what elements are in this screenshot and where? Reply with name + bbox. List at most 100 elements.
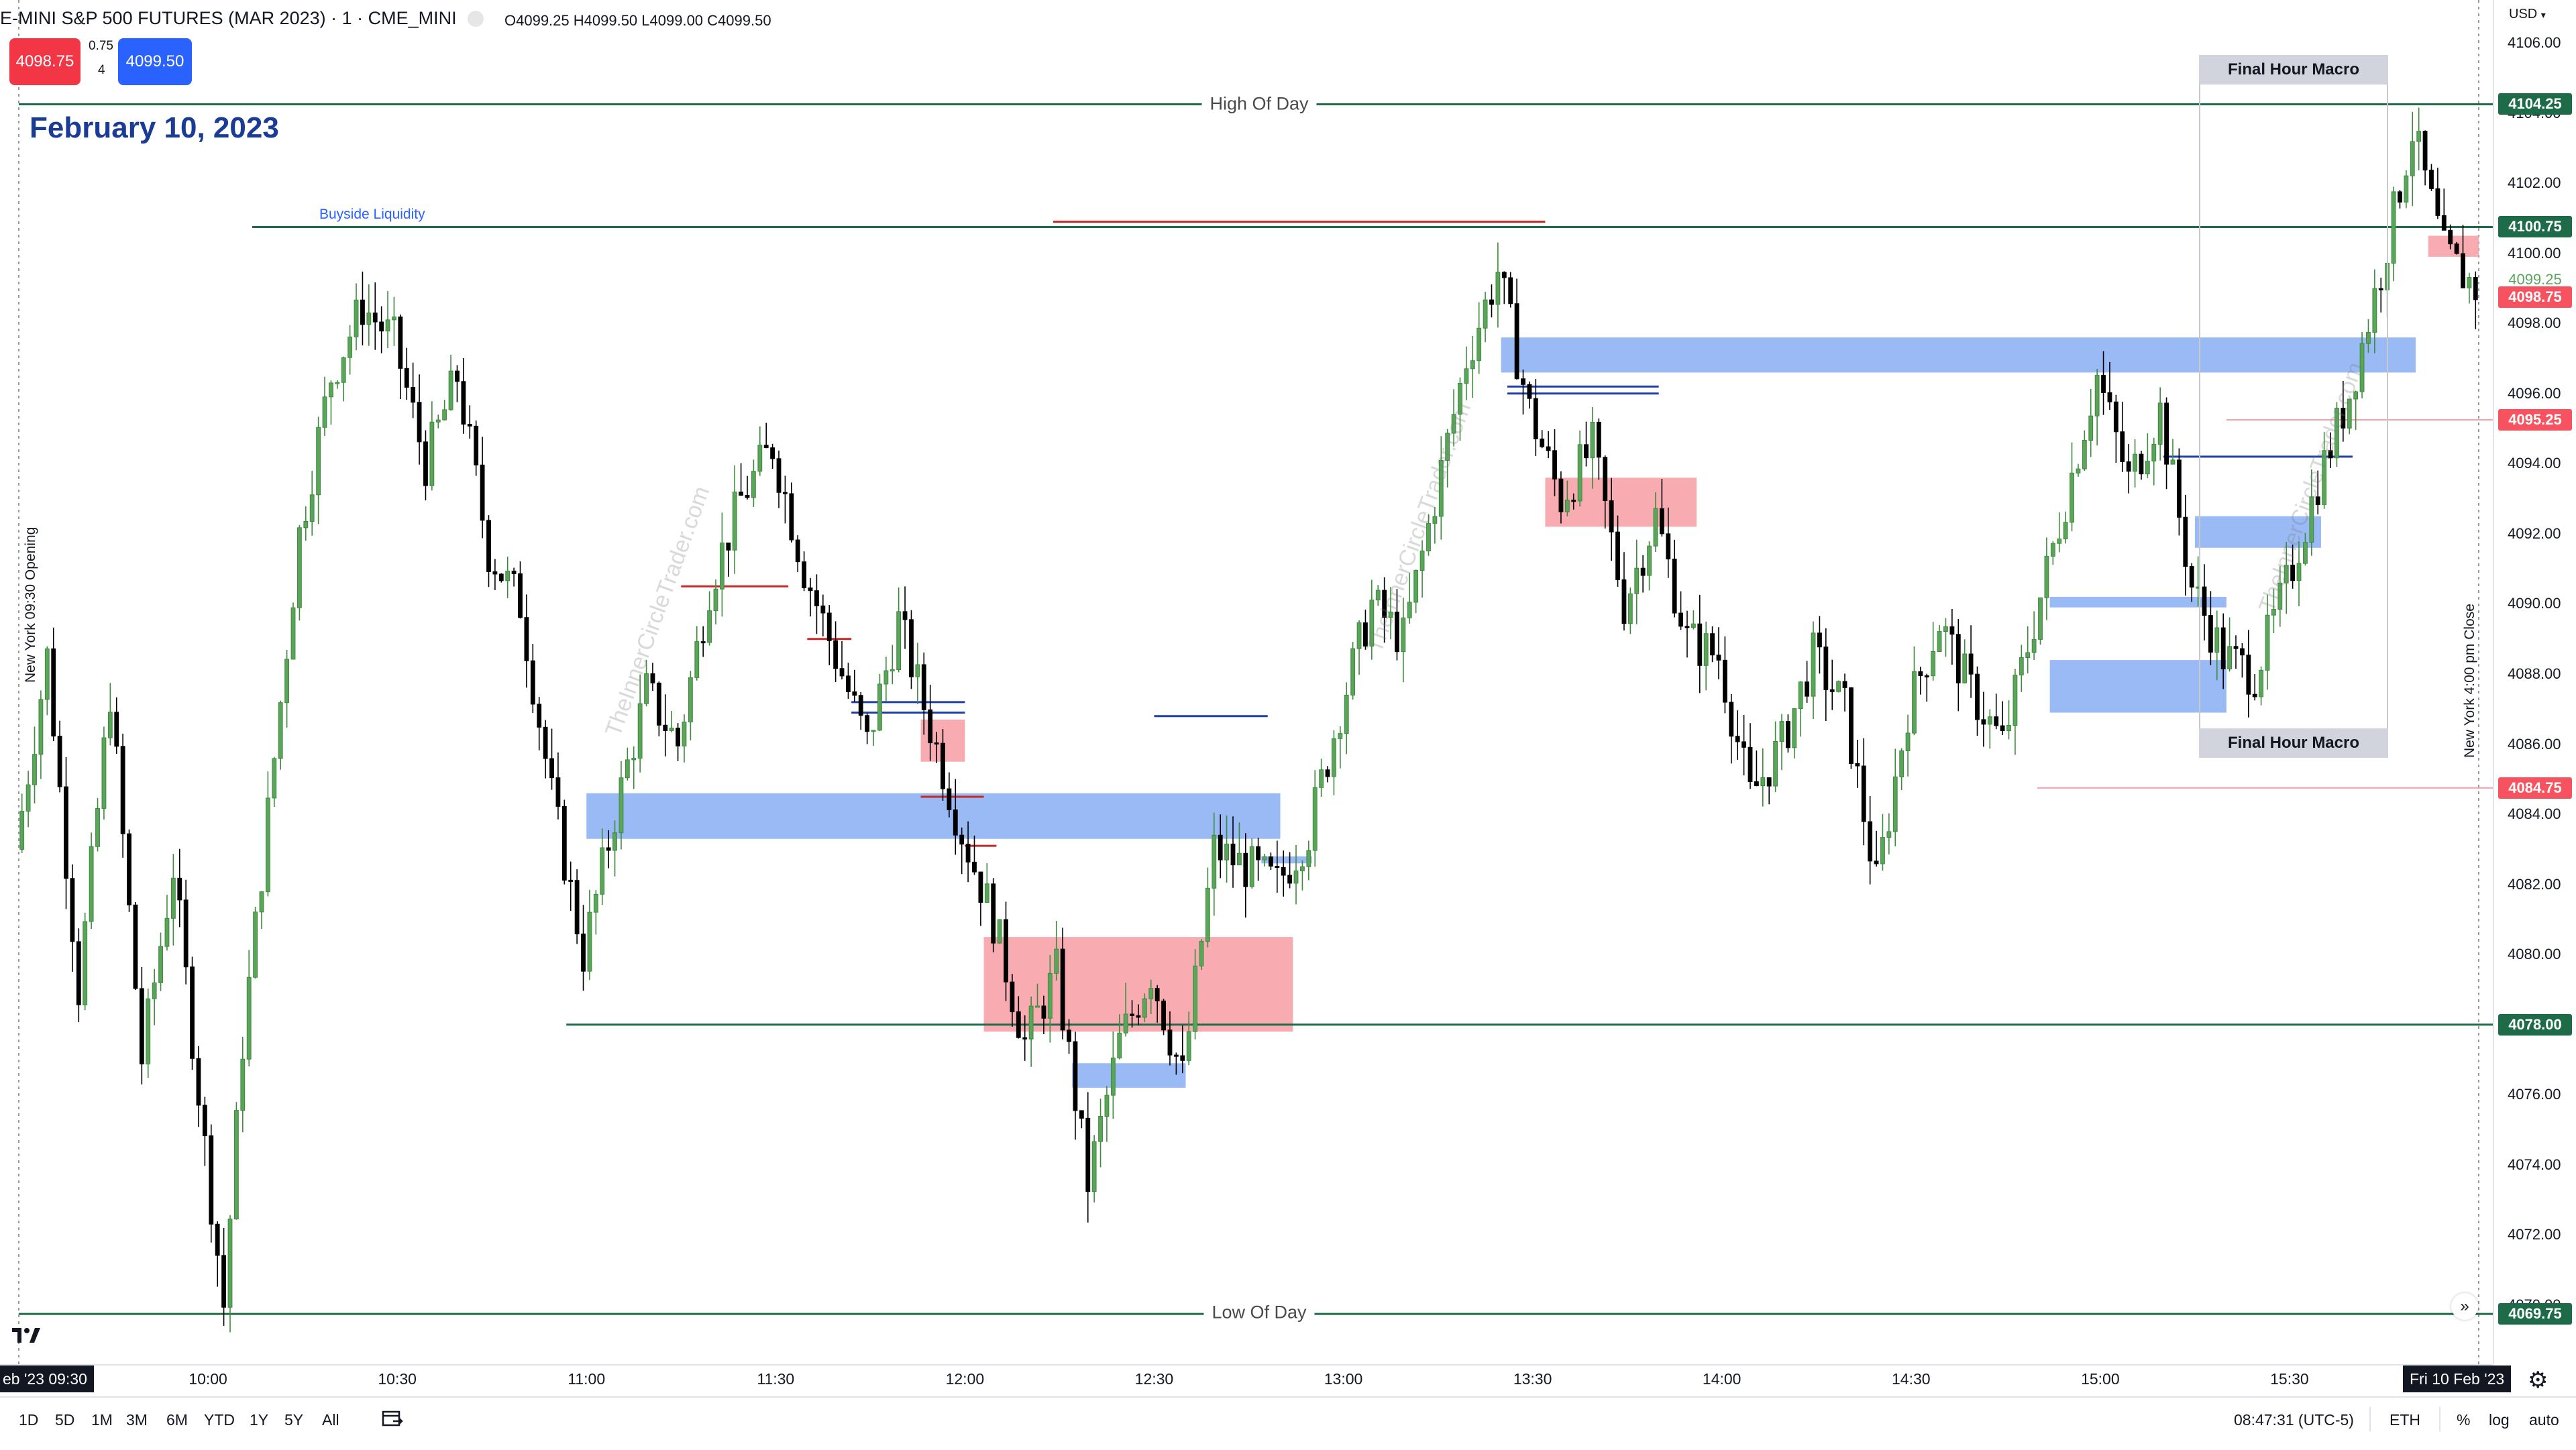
candle-body bbox=[1369, 600, 1375, 647]
candle-body bbox=[1634, 567, 1640, 594]
candle-body bbox=[1640, 567, 1646, 576]
candle-body bbox=[2012, 675, 2018, 726]
candle-body bbox=[1760, 777, 1766, 787]
candle-body bbox=[1243, 852, 1248, 887]
candle-body bbox=[2113, 401, 2118, 433]
candle-body bbox=[2246, 655, 2251, 695]
candle-body bbox=[2429, 170, 2434, 189]
range-button-5y[interactable]: 5Y bbox=[284, 1411, 304, 1429]
currency-selector[interactable]: USD ▾ bbox=[2509, 7, 2546, 22]
time-axis[interactable] bbox=[0, 1364, 2493, 1396]
range-button-1y[interactable]: 1Y bbox=[250, 1411, 269, 1429]
range-button-1d[interactable]: 1D bbox=[19, 1411, 39, 1429]
candle-body bbox=[1729, 702, 1734, 737]
auto-scale-toggle[interactable]: auto bbox=[2529, 1411, 2559, 1429]
candle-body bbox=[1091, 1141, 1097, 1192]
candle-body bbox=[972, 861, 977, 873]
range-button-1m[interactable]: 1M bbox=[91, 1411, 113, 1429]
sell-button[interactable]: 4098.75 bbox=[9, 38, 80, 85]
candle-body bbox=[776, 458, 782, 493]
candle-body bbox=[688, 677, 693, 722]
candle-body bbox=[2145, 461, 2150, 475]
candle-body bbox=[1085, 1117, 1091, 1192]
range-button-ytd[interactable]: YTD bbox=[204, 1411, 235, 1429]
high-of-day-label: High Of Day bbox=[1201, 93, 1317, 115]
fair-value-gap-bullish bbox=[2049, 596, 2226, 608]
candle-body bbox=[505, 570, 511, 581]
date-range-icon[interactable] bbox=[381, 1408, 404, 1432]
double-chevron-right-icon: » bbox=[2460, 1297, 2469, 1315]
candle-body bbox=[2473, 277, 2478, 300]
percent-scale-toggle[interactable]: % bbox=[2457, 1411, 2471, 1429]
candle-body bbox=[297, 527, 302, 608]
spread-value: 0.75 bbox=[89, 39, 113, 53]
candle-body bbox=[1060, 948, 1065, 1031]
candle-body bbox=[316, 427, 321, 496]
candle-body bbox=[1117, 1032, 1122, 1058]
candle-body bbox=[2220, 627, 2226, 669]
candle-body bbox=[2277, 582, 2283, 610]
scroll-to-realtime-button[interactable]: » bbox=[2451, 1293, 2478, 1320]
candle-body bbox=[959, 834, 965, 845]
candle-body bbox=[1584, 444, 1589, 459]
range-button-all[interactable]: All bbox=[322, 1411, 339, 1429]
candle-body bbox=[593, 893, 598, 913]
candle-body bbox=[448, 370, 453, 410]
range-button-6m[interactable]: 6M bbox=[166, 1411, 188, 1429]
candle-body bbox=[265, 797, 270, 893]
candle-body bbox=[2328, 450, 2333, 459]
imbalance-zones bbox=[586, 235, 2479, 1088]
candle-body bbox=[1375, 590, 1381, 601]
candle-body bbox=[2284, 565, 2289, 583]
candle-body bbox=[480, 464, 485, 521]
candle-body bbox=[120, 746, 125, 834]
candle-body bbox=[1067, 1029, 1071, 1042]
fair-value-gap-bullish bbox=[586, 793, 1281, 839]
log-scale-toggle[interactable]: log bbox=[2489, 1411, 2510, 1429]
tradingview-logo[interactable] bbox=[12, 1325, 46, 1349]
candle-body bbox=[335, 382, 340, 384]
candle-body bbox=[587, 911, 592, 972]
calendar-goto-icon bbox=[382, 1410, 403, 1427]
candle-body bbox=[2038, 597, 2043, 640]
price-chart[interactable] bbox=[0, 0, 2493, 1364]
candle-body bbox=[435, 419, 441, 423]
candle-body bbox=[1849, 687, 1854, 765]
candle-body bbox=[347, 336, 353, 358]
settings-gear-icon[interactable]: ⚙ bbox=[2528, 1368, 2548, 1393]
collapse-legend-icon[interactable] bbox=[468, 11, 484, 27]
candle-body bbox=[1842, 681, 1847, 688]
candle-body bbox=[1230, 843, 1236, 866]
price-tick-label: 4096.00 bbox=[2508, 384, 2561, 402]
candle-body bbox=[1142, 998, 1147, 1018]
candle-body bbox=[1401, 617, 1406, 653]
candle-body bbox=[404, 368, 409, 388]
fair-value-gap-bullish bbox=[1261, 856, 1312, 864]
order-quantity[interactable]: 4 bbox=[98, 63, 105, 77]
candle-body bbox=[1079, 1110, 1084, 1119]
candle-body bbox=[909, 619, 914, 677]
candle-body bbox=[1855, 763, 1860, 767]
range-button-3m[interactable]: 3M bbox=[126, 1411, 148, 1429]
candle-body bbox=[240, 1058, 246, 1111]
candle-body bbox=[518, 573, 523, 618]
candle-body bbox=[1281, 867, 1286, 876]
symbol-title[interactable]: E-MINI S&P 500 FUTURES (MAR 2023) · 1 · … bbox=[0, 8, 457, 28]
candle-body bbox=[871, 730, 876, 732]
candle-body bbox=[19, 811, 25, 850]
candle-body bbox=[2063, 522, 2068, 540]
candle-body bbox=[1186, 1031, 1191, 1061]
range-button-5d[interactable]: 5D bbox=[55, 1411, 75, 1429]
candle-body bbox=[1477, 327, 1482, 361]
buy-button[interactable]: 4099.50 bbox=[118, 38, 192, 85]
clock-readout[interactable]: 08:47:31 (UTC-5) bbox=[2234, 1411, 2354, 1429]
time-tick-label: 15:30 bbox=[2270, 1370, 2309, 1388]
candle-body bbox=[751, 471, 756, 498]
session-toggle[interactable]: ETH bbox=[2390, 1411, 2420, 1429]
price-tick-label: 4106.00 bbox=[2508, 34, 2561, 51]
candle-body bbox=[1829, 689, 1835, 692]
candlestick-series bbox=[19, 107, 2478, 1333]
candle-body bbox=[127, 833, 131, 905]
candle-body bbox=[1949, 626, 1955, 635]
candle-body bbox=[429, 421, 435, 486]
